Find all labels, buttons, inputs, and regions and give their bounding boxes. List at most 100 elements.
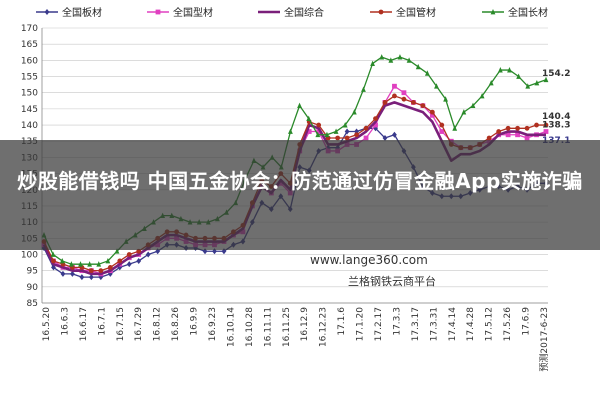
data-point: [524, 125, 530, 131]
x-tick-label: 16.11.25: [282, 307, 292, 347]
data-point: [434, 83, 439, 89]
data-point: [316, 129, 322, 134]
data-point: [88, 274, 94, 281]
data-point: [505, 132, 511, 138]
data-point: [88, 268, 94, 274]
legend-label: 全国型材: [173, 6, 213, 19]
y-tick-label: 90: [27, 283, 39, 293]
data-point: [525, 83, 531, 89]
x-tick-label: 16.8.26: [171, 307, 181, 342]
data-point: [70, 270, 75, 277]
data-point: [415, 63, 421, 70]
data-point: [136, 248, 142, 254]
data-point: [344, 128, 350, 135]
data-point: [370, 60, 375, 66]
data-point: [363, 125, 369, 131]
data-point: [397, 54, 403, 60]
data-point: [363, 135, 369, 141]
end-label: 154.2: [542, 69, 570, 79]
watermark-url: www.lange360.com: [310, 253, 428, 267]
data-point: [534, 122, 539, 128]
data-point: [288, 128, 293, 134]
x-tick-label: 17.1.20: [356, 307, 366, 342]
watermark-platform: 兰格钢铁云商平台: [348, 275, 436, 288]
y-tick-label: 140: [21, 121, 38, 131]
data-point: [461, 109, 467, 115]
y-tick-label: 150: [21, 89, 38, 99]
data-point: [410, 100, 416, 105]
data-point: [126, 261, 132, 268]
data-point: [507, 67, 512, 73]
x-tick-label: 16.10.14: [226, 307, 236, 347]
data-point: [505, 125, 511, 131]
x-tick-label: 预测2017-6-23: [539, 307, 550, 372]
data-point: [516, 73, 522, 79]
data-point: [382, 135, 388, 141]
data-point: [439, 129, 445, 134]
x-tick-label: 17.6.9: [522, 307, 532, 336]
legend-label: 全国管材: [396, 6, 436, 19]
data-point: [486, 135, 492, 141]
data-point: [420, 103, 426, 109]
data-point: [342, 122, 348, 128]
data-point: [452, 125, 458, 131]
legend-item: 全国综合: [258, 6, 324, 19]
x-tick-label: 17.1.6: [337, 307, 347, 336]
data-point: [490, 9, 496, 15]
x-tick-label: 16.7.29: [134, 307, 144, 342]
data-point: [401, 96, 407, 102]
data-point: [79, 274, 85, 281]
y-tick-label: 155: [21, 73, 38, 83]
data-point: [401, 90, 407, 96]
x-tick-label: 17.5.12: [485, 307, 495, 341]
x-tick-label: 17.4.28: [466, 307, 476, 342]
x-tick-label: 17.5.26: [503, 307, 513, 342]
y-tick-label: 85: [27, 299, 38, 309]
data-point: [107, 270, 113, 277]
legend-label: 全国板材: [62, 6, 102, 19]
headline-text: 炒股能借钱吗 中国五金协会：防范通过仿冒金融App实施诈骗: [17, 169, 583, 193]
data-point: [117, 258, 123, 264]
data-point: [439, 122, 445, 128]
data-point: [496, 129, 502, 134]
data-point: [59, 257, 65, 264]
legend-item: 全国板材: [36, 6, 102, 19]
data-point: [543, 76, 549, 83]
data-point: [107, 265, 113, 270]
data-point: [68, 261, 74, 267]
data-point: [406, 57, 412, 63]
data-point: [105, 257, 111, 264]
data-point: [333, 128, 339, 134]
x-tick-label: 16.10.28: [245, 307, 255, 347]
data-point: [335, 135, 341, 141]
y-tick-label: 165: [21, 40, 38, 50]
data-point: [297, 102, 302, 109]
data-point: [424, 70, 430, 76]
data-point: [429, 109, 435, 115]
data-point: [316, 122, 322, 128]
y-tick-label: 170: [21, 24, 38, 34]
headline-overlay-band: [0, 140, 600, 250]
data-point: [524, 135, 530, 141]
data-point: [344, 135, 350, 141]
data-point: [534, 80, 540, 86]
data-point: [87, 261, 93, 267]
x-tick-label: 16.6.3: [60, 307, 70, 336]
data-point: [155, 9, 161, 15]
data-point: [354, 128, 359, 135]
data-point: [373, 116, 378, 121]
x-tick-label: 17.3.3: [392, 307, 402, 336]
data-point: [479, 92, 485, 99]
data-point: [429, 112, 435, 118]
chart-legend: 全国板材 全国型材 全国综合 全国管材 全国长材: [36, 6, 548, 19]
data-point: [388, 57, 394, 63]
data-point: [361, 86, 366, 92]
data-point: [44, 9, 50, 15]
data-point: [543, 122, 549, 128]
data-point: [497, 67, 503, 73]
data-point: [543, 129, 549, 134]
x-tick-label: 16.11.11: [263, 307, 273, 347]
data-point: [379, 54, 385, 60]
data-point: [60, 270, 66, 277]
x-tick-label: 16.5.20: [42, 307, 52, 342]
